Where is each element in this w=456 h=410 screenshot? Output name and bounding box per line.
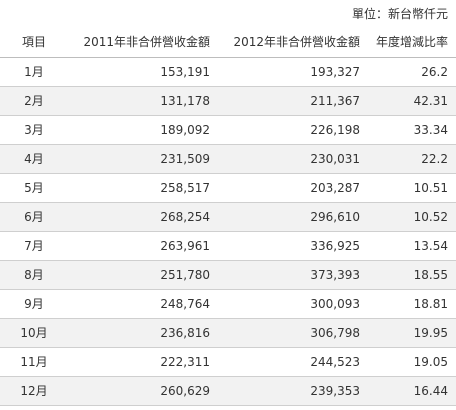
revenue-2011-cell: 222,311: [68, 347, 218, 377]
month-cell: 2月: [0, 86, 68, 116]
table-header-row: 項目 2011年非合併營收金額 2012年非合併營收金額 年度增減比率: [0, 26, 456, 58]
revenue-2012-cell: 203,287: [218, 173, 368, 203]
table-body: 1月 153,191 193,327 26.2 2月 131,178 211,367 42.3…: [0, 57, 456, 406]
yoy-rate-cell: 16.44: [368, 376, 456, 406]
month-cell: 1月: [0, 57, 68, 87]
yoy-rate-cell: 42.31: [368, 86, 456, 116]
revenue-2012-cell: 373,393: [218, 260, 368, 290]
table-row: 11月 222,311 244,523 19.05: [0, 347, 456, 377]
table-row: 7月 263,961 336,925 13.54: [0, 231, 456, 261]
revenue-2011-cell: 268,254: [68, 202, 218, 232]
table-row: 4月 231,509 230,031 22.2: [0, 144, 456, 174]
table-row: 8月 251,780 373,393 18.55: [0, 260, 456, 290]
revenue-2012-cell: 193,327: [218, 57, 368, 87]
month-cell: 5月: [0, 173, 68, 203]
month-cell: 12月: [0, 376, 68, 406]
revenue-2012-cell: 226,198: [218, 115, 368, 145]
yoy-rate-cell: 33.34: [368, 115, 456, 145]
revenue-2011-cell: 263,961: [68, 231, 218, 261]
monthly-revenue-table: 項目 2011年非合併營收金額 2012年非合併營收金額 年度增減比率 1月 15…: [0, 26, 456, 406]
revenue-2011-cell: 258,517: [68, 173, 218, 203]
revenue-2011-cell: 260,629: [68, 376, 218, 406]
yoy-rate-cell: 26.2: [368, 57, 456, 87]
table-row: 2月 131,178 211,367 42.31: [0, 86, 456, 116]
revenue-2011-cell: 248,764: [68, 289, 218, 319]
revenue-2011-cell: 251,780: [68, 260, 218, 290]
month-cell: 4月: [0, 144, 68, 174]
revenue-2011-cell: 236,816: [68, 318, 218, 348]
table-row: 1月 153,191 193,327 26.2: [0, 57, 456, 87]
header-item: 項目: [0, 26, 68, 58]
header-2012-revenue: 2012年非合併營收金額: [218, 26, 368, 58]
yoy-rate-cell: 19.95: [368, 318, 456, 348]
revenue-2012-cell: 211,367: [218, 86, 368, 116]
month-cell: 10月: [0, 318, 68, 348]
header-yoy-rate: 年度增減比率: [368, 26, 456, 58]
revenue-2011-cell: 131,178: [68, 86, 218, 116]
revenue-2012-cell: 336,925: [218, 231, 368, 261]
yoy-rate-cell: 13.54: [368, 231, 456, 261]
month-cell: 11月: [0, 347, 68, 377]
revenue-2011-cell: 189,092: [68, 115, 218, 145]
yoy-rate-cell: 19.05: [368, 347, 456, 377]
table-row: 6月 268,254 296,610 10.52: [0, 202, 456, 232]
table-row: 5月 258,517 203,287 10.51: [0, 173, 456, 203]
yoy-rate-cell: 18.55: [368, 260, 456, 290]
revenue-2012-cell: 244,523: [218, 347, 368, 377]
revenue-2012-cell: 306,798: [218, 318, 368, 348]
yoy-rate-cell: 18.81: [368, 289, 456, 319]
yoy-rate-cell: 10.52: [368, 202, 456, 232]
yoy-rate-cell: 22.2: [368, 144, 456, 174]
table-row: 10月 236,816 306,798 19.95: [0, 318, 456, 348]
revenue-2012-cell: 239,353: [218, 376, 368, 406]
revenue-2011-cell: 231,509: [68, 144, 218, 174]
table-row: 9月 248,764 300,093 18.81: [0, 289, 456, 319]
month-cell: 8月: [0, 260, 68, 290]
month-cell: 9月: [0, 289, 68, 319]
yoy-rate-cell: 10.51: [368, 173, 456, 203]
revenue-2011-cell: 153,191: [68, 57, 218, 87]
revenue-2012-cell: 230,031: [218, 144, 368, 174]
revenue-2012-cell: 296,610: [218, 202, 368, 232]
table-row: 12月 260,629 239,353 16.44: [0, 376, 456, 406]
month-cell: 6月: [0, 202, 68, 232]
header-2011-revenue: 2011年非合併營收金額: [68, 26, 218, 58]
unit-label: 單位：新台幣仟元: [351, 7, 448, 21]
table-row: 3月 189,092 226,198 33.34: [0, 115, 456, 145]
month-cell: 7月: [0, 231, 68, 261]
month-cell: 3月: [0, 115, 68, 145]
revenue-2012-cell: 300,093: [218, 289, 368, 319]
